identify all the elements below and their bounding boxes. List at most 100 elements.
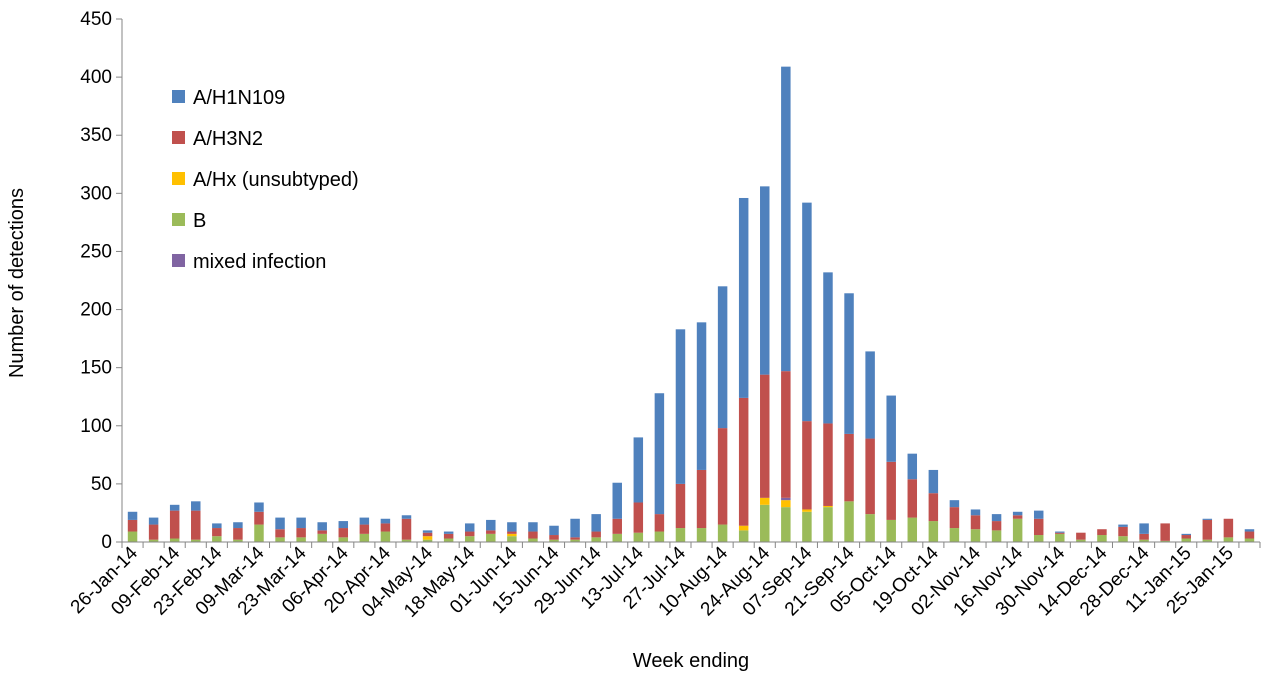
bar-segment xyxy=(401,515,412,519)
bar-segment xyxy=(696,469,707,529)
bar-segment xyxy=(1202,518,1213,520)
bar-segment xyxy=(275,517,285,530)
bar-segment xyxy=(401,518,412,540)
bar-segment xyxy=(570,518,580,538)
bar-segment xyxy=(991,514,1002,522)
bar-segment xyxy=(1033,518,1044,536)
bar-segment xyxy=(823,507,833,542)
bar-segment xyxy=(633,437,644,503)
bar-segment xyxy=(760,186,770,375)
bar-segment xyxy=(338,528,349,538)
bar-segment xyxy=(296,528,306,538)
y-tick-label: 250 xyxy=(80,241,112,262)
bar-segment xyxy=(507,533,517,537)
bar-segment xyxy=(254,524,264,542)
bar-segment xyxy=(1012,518,1023,542)
bar-segment xyxy=(127,511,138,520)
bar-segment xyxy=(591,514,601,532)
bar-segment xyxy=(570,539,580,542)
bar-segment xyxy=(359,533,370,542)
legend-swatch xyxy=(172,172,185,185)
bar-segment xyxy=(1160,540,1170,542)
bar-segment xyxy=(191,501,201,511)
bar-segment xyxy=(781,66,791,372)
x-axis-title: Week ending xyxy=(633,650,749,672)
bar-segment xyxy=(443,533,454,539)
y-tick-label: 100 xyxy=(80,416,112,437)
bar-segment xyxy=(886,519,896,542)
bar-segment xyxy=(717,286,728,429)
bar-segment xyxy=(1076,532,1086,540)
bar-segment xyxy=(1139,533,1149,540)
legend-label: mixed infection xyxy=(193,251,326,273)
bar-segment xyxy=(148,539,159,542)
y-tick-label: 50 xyxy=(91,474,112,495)
y-tick-label: 350 xyxy=(80,125,112,146)
bar-segment xyxy=(802,511,812,542)
bar-segment xyxy=(401,539,412,542)
bar-segment xyxy=(359,524,370,534)
bar-segment xyxy=(928,521,939,542)
bar-segment xyxy=(127,531,138,542)
legend-label: A/H3N2 xyxy=(193,128,263,150)
bar-segment xyxy=(1118,526,1128,537)
bar-segment xyxy=(633,532,644,542)
bar-segment xyxy=(212,528,222,537)
bar-segment xyxy=(1139,539,1149,542)
bar-segment xyxy=(1160,523,1170,541)
bar-segment xyxy=(1181,535,1191,539)
bar-segment xyxy=(148,524,159,540)
bar-segment xyxy=(675,483,686,529)
bar-segment xyxy=(169,538,180,542)
bar-segment xyxy=(233,539,243,542)
bar-segment xyxy=(970,515,981,530)
bar-segment xyxy=(1055,533,1065,542)
bar-segment xyxy=(528,531,538,539)
bar-segment xyxy=(1097,535,1107,542)
bar-segment xyxy=(296,537,306,542)
legend-label: B xyxy=(193,210,206,232)
bar-segment xyxy=(1181,533,1191,536)
bar-segment xyxy=(949,507,960,529)
bar-segment xyxy=(970,529,981,542)
bar-segment xyxy=(1076,539,1086,542)
bar-segment xyxy=(464,523,475,532)
bar-segment xyxy=(991,530,1002,542)
bar-segment xyxy=(612,518,622,534)
bar-segment xyxy=(191,510,201,540)
bar-segment xyxy=(802,202,812,422)
bar-segment xyxy=(317,530,327,534)
bar-segment xyxy=(781,371,791,498)
bar-segment xyxy=(781,497,791,501)
bar-segment xyxy=(233,528,243,540)
bar-segment xyxy=(970,509,981,516)
bar-segment xyxy=(886,395,896,462)
bar-segment xyxy=(654,531,665,542)
bar-segment xyxy=(549,525,559,536)
legend-swatch xyxy=(172,131,185,144)
y-tick-label: 450 xyxy=(80,9,112,30)
bar-segment xyxy=(1118,524,1128,527)
bar-segment xyxy=(422,530,433,533)
bar-segment xyxy=(549,535,559,540)
bar-segment xyxy=(823,423,833,506)
bar-segment xyxy=(1181,538,1191,542)
bar-segment xyxy=(1118,536,1128,542)
bar-segment xyxy=(127,519,138,532)
bar-segment xyxy=(907,453,918,480)
bar-segment xyxy=(486,519,496,531)
y-tick-label: 0 xyxy=(101,532,112,553)
bar-segment xyxy=(760,374,770,498)
y-tick-label: 200 xyxy=(80,300,112,321)
bar-segment xyxy=(1055,531,1065,533)
bar-segment xyxy=(907,479,918,518)
bar-segment xyxy=(254,511,264,525)
bar-segment xyxy=(212,523,222,529)
bar-segment xyxy=(738,525,749,531)
legend-swatch xyxy=(172,90,185,103)
bar-segment xyxy=(443,531,454,534)
x-axis: 26-Jan-1409-Feb-1423-Feb-1409-Mar-1423-M… xyxy=(67,541,1261,622)
bar-segment xyxy=(464,536,475,542)
bar-segment xyxy=(717,524,728,542)
bar-segment xyxy=(1055,532,1065,534)
